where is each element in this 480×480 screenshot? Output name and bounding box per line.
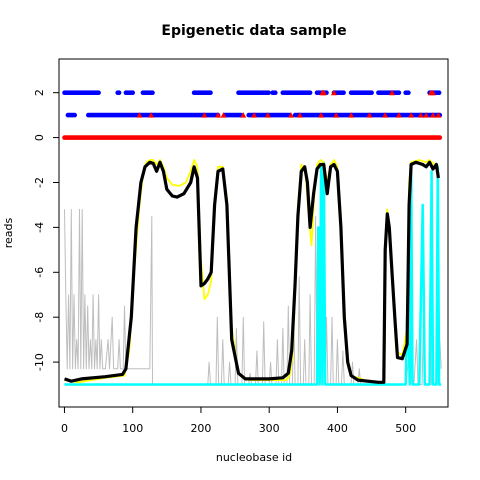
red-mark — [348, 112, 355, 118]
y-tick-label: -6 — [33, 267, 46, 278]
chart-title: Epigenetic data sample — [161, 23, 346, 39]
y-tick-label: -8 — [33, 312, 46, 323]
y-axis: 2 0 -2 -4 -6 -8 -10 — [33, 89, 60, 371]
red-mark — [318, 112, 325, 118]
red-mark — [395, 112, 402, 118]
yellow-series-line — [64, 159, 440, 384]
x-tick-label: 100 — [122, 422, 143, 435]
y-tick-label: 0 — [33, 134, 46, 141]
data-point-y2 — [436, 90, 442, 95]
red-mark — [331, 89, 337, 96]
y-tick-label: 2 — [33, 89, 46, 96]
red-mark — [430, 112, 436, 118]
red-mark — [215, 112, 221, 118]
x-tick-label: 500 — [395, 422, 416, 435]
data-point-y2 — [130, 90, 135, 95]
data-point-y1 — [72, 112, 77, 118]
data-point-y2 — [406, 90, 411, 95]
dot-rows — [62, 90, 443, 140]
red-mark — [240, 112, 247, 118]
data-point-y0 — [437, 135, 443, 140]
red-mark — [220, 112, 227, 118]
data-point-y2 — [307, 90, 313, 95]
data-point-y2 — [341, 90, 346, 95]
red-mark — [136, 112, 143, 118]
data-point-y2 — [273, 90, 278, 95]
black-series — [63, 160, 440, 384]
red-mark — [423, 112, 430, 118]
red-mark — [408, 112, 415, 118]
x-axis-label: nucleobase id — [216, 451, 292, 464]
red-mark — [148, 112, 155, 118]
red-mark — [435, 112, 442, 118]
red-mark — [430, 89, 436, 96]
red-mark — [389, 89, 395, 96]
y-axis-label: reads — [2, 217, 15, 248]
data-point-y2 — [116, 90, 122, 95]
x-tick-label: 200 — [190, 422, 211, 435]
red-mark — [201, 112, 208, 118]
data-point-y2 — [96, 90, 101, 95]
red-mark — [296, 112, 303, 118]
y-tick-label: -2 — [33, 177, 46, 188]
red-mark — [333, 112, 340, 118]
data-point-y2 — [396, 90, 402, 95]
red-mark — [320, 89, 327, 96]
x-axis: 0 100 200 300 400 500 — [61, 406, 416, 435]
x-tick-label: 300 — [259, 422, 280, 435]
data-point-y2 — [150, 90, 155, 95]
red-marks — [136, 89, 442, 118]
x-tick-label: 400 — [327, 422, 348, 435]
data-point-y2 — [369, 90, 374, 95]
x-tick-label: 0 — [61, 422, 68, 435]
red-mark — [288, 112, 294, 118]
red-mark — [382, 112, 389, 118]
y-tick-label: -10 — [33, 353, 46, 371]
red-mark — [366, 112, 373, 118]
y-tick-label: -4 — [33, 222, 46, 233]
red-mark — [417, 112, 424, 118]
data-point-y2 — [266, 90, 271, 95]
data-point-y2 — [208, 90, 213, 95]
red-mark — [264, 112, 271, 118]
black-series-line — [63, 160, 440, 384]
yellow-series — [64, 159, 440, 384]
red-mark — [251, 112, 258, 118]
